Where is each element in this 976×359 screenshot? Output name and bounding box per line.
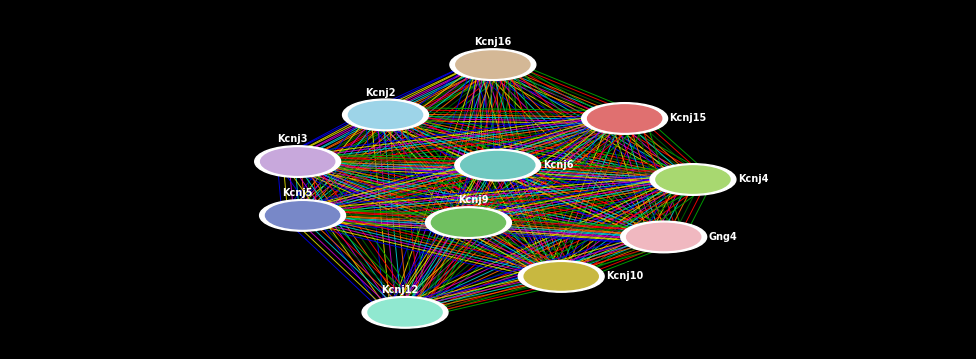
Text: Kcnj2: Kcnj2: [365, 88, 396, 98]
Circle shape: [621, 221, 707, 253]
Text: Kcnj3: Kcnj3: [277, 134, 308, 144]
Circle shape: [456, 51, 530, 78]
Circle shape: [656, 166, 730, 193]
Text: Kcnj9: Kcnj9: [458, 195, 489, 205]
Circle shape: [455, 149, 541, 181]
Circle shape: [588, 105, 662, 132]
Text: Kcnj16: Kcnj16: [474, 37, 511, 47]
Circle shape: [431, 209, 506, 236]
Circle shape: [650, 164, 736, 195]
Circle shape: [265, 202, 340, 229]
Text: Kcnj5: Kcnj5: [282, 188, 313, 198]
Text: Kcnj15: Kcnj15: [670, 113, 707, 123]
Circle shape: [518, 261, 604, 292]
Text: Kcnj6: Kcnj6: [543, 160, 573, 170]
Circle shape: [260, 200, 346, 231]
Text: Kcnj12: Kcnj12: [382, 285, 419, 295]
Circle shape: [450, 49, 536, 80]
Text: Gng4: Gng4: [709, 232, 737, 242]
Circle shape: [343, 99, 428, 131]
Circle shape: [255, 146, 341, 177]
Circle shape: [348, 101, 423, 129]
Circle shape: [461, 151, 535, 179]
Circle shape: [524, 263, 598, 290]
Circle shape: [627, 223, 701, 251]
Circle shape: [261, 148, 335, 175]
Text: Kcnj10: Kcnj10: [606, 271, 643, 281]
Circle shape: [582, 103, 668, 134]
Circle shape: [362, 297, 448, 328]
Circle shape: [368, 299, 442, 326]
Text: Kcnj4: Kcnj4: [738, 174, 768, 185]
Circle shape: [426, 207, 511, 238]
